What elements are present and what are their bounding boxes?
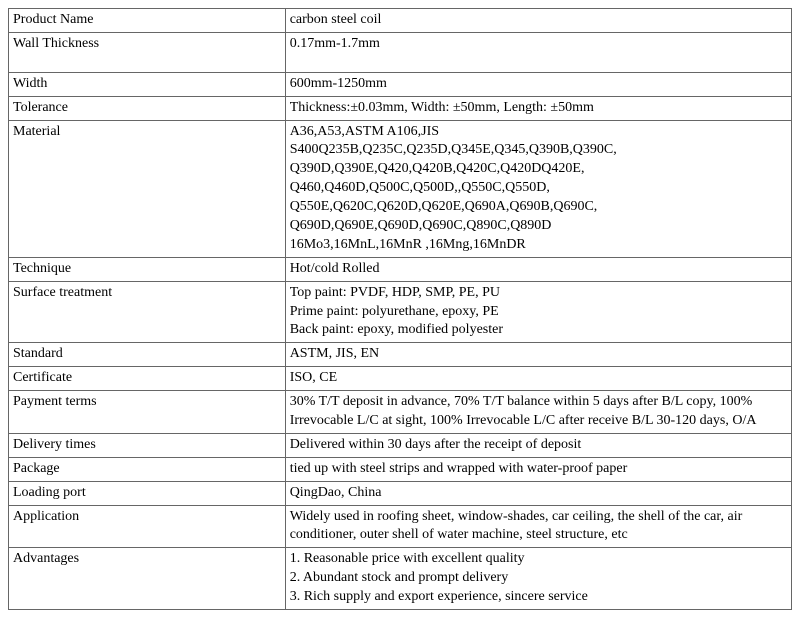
row-label: Advantages: [9, 548, 286, 610]
row-label: Loading port: [9, 481, 286, 505]
row-label: Product Name: [9, 9, 286, 33]
table-row: Packagetied up with steel strips and wra…: [9, 457, 792, 481]
row-label: Tolerance: [9, 96, 286, 120]
row-label: Surface treatment: [9, 281, 286, 343]
table-row: Width600mm-1250mm: [9, 72, 792, 96]
row-value: carbon steel coil: [285, 9, 791, 33]
row-label: Package: [9, 457, 286, 481]
row-label: Standard: [9, 343, 286, 367]
table-row: MaterialA36,A53,ASTM A106,JIS S400Q235B,…: [9, 120, 792, 257]
row-label: Technique: [9, 257, 286, 281]
table-row: Advantages1. Reasonable price with excel…: [9, 548, 792, 610]
row-value: Delivered within 30 days after the recei…: [285, 433, 791, 457]
row-label: Width: [9, 72, 286, 96]
row-value: ASTM, JIS, EN: [285, 343, 791, 367]
table-row: Surface treatmentTop paint: PVDF, HDP, S…: [9, 281, 792, 343]
table-row: StandardASTM, JIS, EN: [9, 343, 792, 367]
row-value: Thickness:±0.03mm, Width: ±50mm, Length:…: [285, 96, 791, 120]
table-row: Payment terms30% T/T deposit in advance,…: [9, 391, 792, 434]
row-value: 1. Reasonable price with excellent quali…: [285, 548, 791, 610]
row-value: Hot/cold Rolled: [285, 257, 791, 281]
table-row: Loading portQingDao, China: [9, 481, 792, 505]
row-value: 0.17mm-1.7mm: [285, 32, 791, 72]
row-value: 30% T/T deposit in advance, 70% T/T bala…: [285, 391, 791, 434]
row-value: 600mm-1250mm: [285, 72, 791, 96]
row-value: A36,A53,ASTM A106,JIS S400Q235B,Q235C,Q2…: [285, 120, 791, 257]
table-row: Delivery timesDelivered within 30 days a…: [9, 433, 792, 457]
row-value: tied up with steel strips and wrapped wi…: [285, 457, 791, 481]
row-value: ISO, CE: [285, 367, 791, 391]
row-label: Material: [9, 120, 286, 257]
spec-table: Product Namecarbon steel coilWall Thickn…: [8, 8, 792, 610]
row-label: Wall Thickness: [9, 32, 286, 72]
table-row: TechniqueHot/cold Rolled: [9, 257, 792, 281]
table-row: ApplicationWidely used in roofing sheet,…: [9, 505, 792, 548]
row-label: Payment terms: [9, 391, 286, 434]
row-label: Delivery times: [9, 433, 286, 457]
table-row: Product Namecarbon steel coil: [9, 9, 792, 33]
table-row: ToleranceThickness:±0.03mm, Width: ±50mm…: [9, 96, 792, 120]
table-row: Wall Thickness0.17mm-1.7mm: [9, 32, 792, 72]
row-value: Top paint: PVDF, HDP, SMP, PE, PU Prime …: [285, 281, 791, 343]
spec-table-body: Product Namecarbon steel coilWall Thickn…: [9, 9, 792, 610]
row-label: Certificate: [9, 367, 286, 391]
row-value: QingDao, China: [285, 481, 791, 505]
row-value: Widely used in roofing sheet, window-sha…: [285, 505, 791, 548]
row-label: Application: [9, 505, 286, 548]
table-row: CertificateISO, CE: [9, 367, 792, 391]
